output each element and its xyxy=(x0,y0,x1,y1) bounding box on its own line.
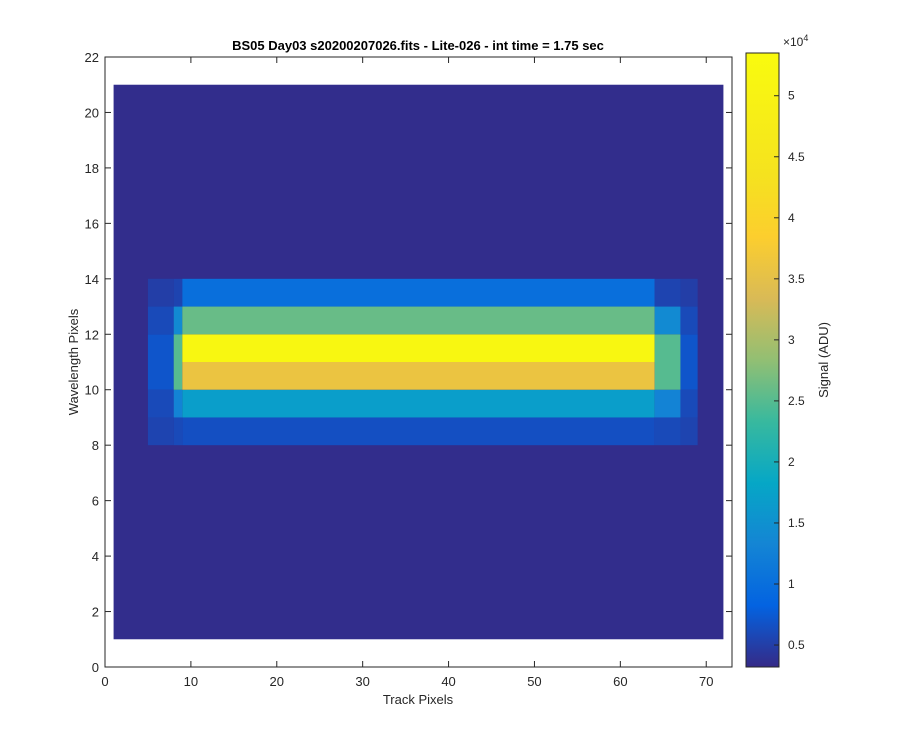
y-tick-label: 6 xyxy=(92,494,99,509)
colorbar-tick-label: 1 xyxy=(788,577,795,591)
plot-axes-box xyxy=(104,56,733,668)
heatmap-cell-row-14-seg-3 xyxy=(654,278,681,307)
y-axis-ticks: 0 2 4 6 8 10 12 14 16 18 20 22 xyxy=(85,50,732,675)
heatmap-cell-row-11-seg-3 xyxy=(654,362,681,390)
colorbar xyxy=(745,52,780,668)
colorbar-label: Signal (ADU) xyxy=(816,322,831,398)
heatmap-cell-row-12-seg-1 xyxy=(173,334,183,362)
heatmap-image xyxy=(113,84,724,640)
colorbar-tick-label: 3.5 xyxy=(788,272,805,286)
x-tick-label: 50 xyxy=(527,674,541,689)
x-axis-ticks: 0 10 20 30 40 50 60 70 xyxy=(101,57,713,689)
y-axis-label: Wavelength Pixels xyxy=(66,308,81,415)
x-tick-label: 20 xyxy=(270,674,284,689)
heatmap-cell-row-10-seg-4 xyxy=(680,389,698,418)
heatmap-cell-row-10-seg-2 xyxy=(182,389,655,418)
x-tick-label: 0 xyxy=(101,674,108,689)
y-tick-label: 20 xyxy=(85,105,99,120)
chart-title: BS05 Day03 s20200207026.fits - Lite-026 … xyxy=(232,38,604,53)
y-tick-label: 16 xyxy=(85,216,99,231)
heatmap-cell-row-12-seg-3 xyxy=(654,334,681,362)
x-axis-label: Track Pixels xyxy=(383,692,454,707)
y-tick-label: 4 xyxy=(92,549,99,564)
heatmap-cell-row-14-seg-1 xyxy=(173,278,183,307)
heatmap-cell-row-11-seg-0 xyxy=(147,362,174,390)
y-tick-label: 2 xyxy=(92,605,99,620)
heatmap-cell-row-14-seg-2 xyxy=(182,278,655,307)
heatmap-cell-row-12-seg-4 xyxy=(680,334,698,362)
x-tick-label: 30 xyxy=(355,674,369,689)
colorbar-exponent: ×104 xyxy=(783,33,808,49)
colorbar-tick-label: 1.5 xyxy=(788,516,805,530)
x-tick-label: 70 xyxy=(699,674,713,689)
y-tick-label: 14 xyxy=(85,272,99,287)
colorbar-tick-label: 4.5 xyxy=(788,150,805,164)
heatmap-cell-row-12-seg-0 xyxy=(147,334,174,362)
heatmap-cell-row-13-seg-2 xyxy=(182,306,655,335)
colorbar-tick-label: 5 xyxy=(788,89,795,103)
heatmap-cell-row-10-seg-3 xyxy=(654,389,681,418)
heatmap-cell-row-10-seg-1 xyxy=(173,389,183,418)
x-tick-label: 10 xyxy=(184,674,198,689)
colorbar-ticks: 0.5 1 1.5 2 2.5 3 3.5 4 4.5 5 xyxy=(774,89,805,652)
heatmap-cell-row-13-seg-1 xyxy=(173,306,183,335)
heatmap-cell-row-11-seg-1 xyxy=(173,362,183,390)
heatmap-cell-row-9-seg-4 xyxy=(680,417,698,446)
heatmap-cell-row-9-seg-1 xyxy=(173,417,183,446)
heatmap-cell-row-14-seg-4 xyxy=(680,278,698,307)
heatmap-cell-row-9-seg-3 xyxy=(654,417,681,446)
y-tick-label: 10 xyxy=(85,383,99,398)
heatmap-cell-row-12-seg-2 xyxy=(182,334,655,362)
colorbar-tick-label: 2 xyxy=(788,455,795,469)
colorbar-tick-label: 0.5 xyxy=(788,638,805,652)
y-tick-label: 22 xyxy=(85,50,99,65)
heatmap-cell-row-9-seg-2 xyxy=(182,417,655,446)
x-tick-label: 60 xyxy=(613,674,627,689)
x-tick-label: 40 xyxy=(441,674,455,689)
y-tick-label: 0 xyxy=(92,660,99,675)
colorbar-tick-label: 2.5 xyxy=(788,394,805,408)
colorbar-tick-label: 3 xyxy=(788,333,795,347)
heatmap-cell-row-13-seg-3 xyxy=(654,306,681,335)
y-tick-label: 12 xyxy=(85,327,99,342)
heatmap-cell-row-11-seg-4 xyxy=(680,362,698,390)
heatmap-cell-row-9-seg-0 xyxy=(147,417,174,446)
heatmap-cell-row-10-seg-0 xyxy=(147,389,174,418)
y-tick-label: 18 xyxy=(85,161,99,176)
heatmap-cell-row-13-seg-4 xyxy=(680,306,698,335)
y-tick-label: 8 xyxy=(92,438,99,453)
colorbar-tick-label: 4 xyxy=(788,211,795,225)
heatmap-cell-row-13-seg-0 xyxy=(147,306,174,335)
heatmap-cell-row-11-seg-2 xyxy=(182,362,655,390)
heatmap-cell-row-14-seg-0 xyxy=(147,278,174,307)
